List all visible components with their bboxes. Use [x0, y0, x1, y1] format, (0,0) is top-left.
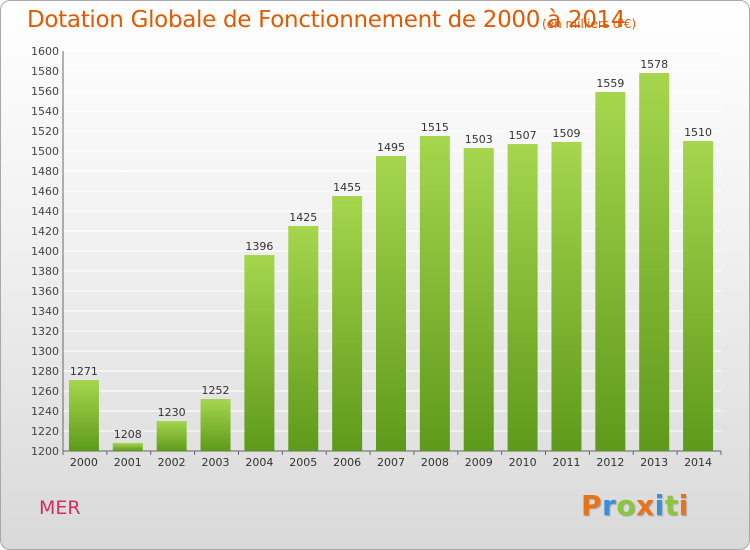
logo-letter: t	[664, 489, 679, 522]
data-label: 1252	[202, 384, 230, 397]
logo-letter: P	[581, 489, 603, 522]
y-tick-label: 1560	[31, 85, 59, 98]
y-tick-label: 1200	[31, 445, 59, 458]
y-tick-label: 1500	[31, 145, 59, 158]
logo-letter: r	[602, 489, 617, 522]
y-tick-label: 1540	[31, 105, 59, 118]
data-label: 1495	[377, 141, 405, 154]
data-label: 1559	[596, 77, 624, 90]
y-tick-label: 1600	[31, 45, 59, 58]
x-tick-label: 2009	[465, 456, 493, 469]
logo-letter: x	[636, 489, 655, 522]
bar-2012	[595, 92, 626, 451]
data-label: 1425	[289, 211, 317, 224]
x-tick-label: 2000	[70, 456, 98, 469]
bar-2000	[68, 380, 99, 451]
bar-2005	[288, 226, 319, 451]
x-tick-label: 2002	[158, 456, 186, 469]
y-tick-label: 1300	[31, 345, 59, 358]
y-tick-label: 1400	[31, 245, 59, 258]
x-tick-label: 2014	[684, 456, 712, 469]
y-tick-label: 1420	[31, 225, 59, 238]
logo-letter: i	[654, 489, 665, 522]
data-label: 1510	[684, 126, 712, 139]
bar-2013	[639, 73, 670, 451]
bar-2001	[112, 443, 143, 451]
y-tick-label: 1280	[31, 365, 59, 378]
data-label: 1515	[421, 121, 449, 134]
logo-letter: o	[616, 489, 637, 522]
x-tick-label: 2008	[421, 456, 449, 469]
y-tick-label: 1260	[31, 385, 59, 398]
x-tick-label: 2010	[509, 456, 537, 469]
x-tick-label: 2012	[596, 456, 624, 469]
x-tick-label: 2004	[245, 456, 273, 469]
bar-2004	[244, 255, 275, 451]
data-label: 1271	[70, 365, 98, 378]
data-label: 1208	[114, 428, 142, 441]
bar-2003	[200, 399, 231, 451]
y-tick-label: 1460	[31, 185, 59, 198]
y-tick-label: 1340	[31, 305, 59, 318]
x-tick-label: 2005	[289, 456, 317, 469]
data-label: 1455	[333, 181, 361, 194]
logo-letter: i	[678, 489, 689, 522]
y-tick-label: 1580	[31, 65, 59, 78]
bar-2011	[551, 142, 582, 451]
data-label: 1578	[640, 58, 668, 71]
x-tick-label: 2013	[640, 456, 668, 469]
x-tick-label: 2011	[552, 456, 580, 469]
proxiti-logo: Proxiti	[581, 489, 689, 522]
data-label: 1503	[465, 133, 493, 146]
bar-2009	[463, 148, 494, 451]
bar-2006	[332, 196, 363, 451]
data-label: 1507	[509, 129, 537, 142]
y-tick-label: 1520	[31, 125, 59, 138]
y-tick-label: 1440	[31, 205, 59, 218]
y-tick-label: 1220	[31, 425, 59, 438]
data-label: 1509	[552, 127, 580, 140]
chart-title: Dotation Globale de Fonctionnement de 20…	[27, 7, 626, 33]
data-label: 1230	[158, 406, 186, 419]
y-tick-label: 1320	[31, 325, 59, 338]
chart-subtitle: (en milliers d'€)	[542, 17, 637, 31]
bar-2007	[376, 156, 406, 451]
x-tick-label: 2003	[202, 456, 230, 469]
bar-2008	[419, 136, 450, 451]
bar-2002	[156, 421, 187, 451]
data-label: 1396	[245, 240, 273, 253]
x-tick-label: 2001	[114, 456, 142, 469]
y-tick-label: 1380	[31, 265, 59, 278]
y-tick-label: 1360	[31, 285, 59, 298]
bar-2010	[507, 144, 538, 451]
y-tick-label: 1240	[31, 405, 59, 418]
commune-name: MER	[39, 497, 81, 519]
x-tick-label: 2006	[333, 456, 361, 469]
bar-2014	[683, 141, 714, 451]
y-tick-label: 1480	[31, 165, 59, 178]
x-tick-label: 2007	[377, 456, 405, 469]
